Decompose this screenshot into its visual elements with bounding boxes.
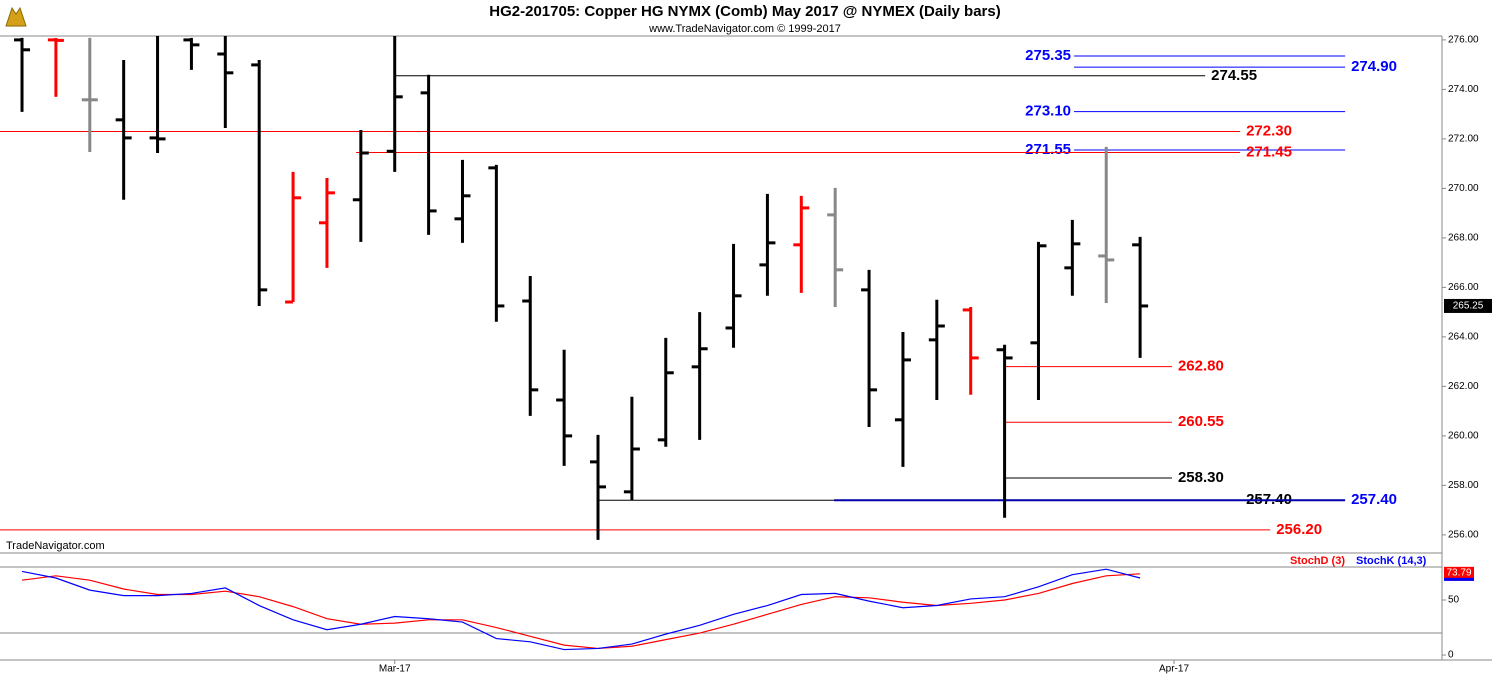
chart-title: HG2-201705: Copper HG NYMX (Comb) May 20… xyxy=(489,3,1000,20)
price-bar xyxy=(793,195,810,293)
y-tick-label: 270.00 xyxy=(1448,183,1479,194)
price-bar xyxy=(894,331,911,467)
y-tick-label: 274.00 xyxy=(1448,84,1479,95)
price-bar xyxy=(827,187,844,307)
y-tick-label: 272.00 xyxy=(1448,134,1479,145)
y-tick-label: 266.00 xyxy=(1448,282,1479,293)
price-bar xyxy=(691,312,708,440)
y-tick-label: 262.00 xyxy=(1448,381,1479,392)
y-tick-label: 258.00 xyxy=(1448,480,1479,491)
stoch-line xyxy=(21,568,1141,651)
x-tick-label: Apr-17 xyxy=(1159,664,1189,675)
price-bar xyxy=(454,159,471,243)
level-label: 275.35 xyxy=(1025,47,1071,64)
price-bar xyxy=(1064,219,1081,296)
last-price-label: 265.25 xyxy=(1453,301,1484,312)
level-label: 274.55 xyxy=(1211,67,1257,84)
level-label: 260.55 xyxy=(1178,413,1224,430)
price-bar xyxy=(725,243,742,348)
level-label: 271.55 xyxy=(1025,141,1071,158)
logo-shape xyxy=(5,6,27,27)
price-bar xyxy=(556,349,573,466)
price-bar xyxy=(1030,241,1047,400)
price-bar xyxy=(81,37,98,153)
last-value-stripe xyxy=(1444,577,1474,581)
chart-subtitle: www.TradeNavigator.com © 1999-2017 xyxy=(648,23,841,35)
level-label: 258.30 xyxy=(1178,469,1224,486)
y-tick-label: 260.00 xyxy=(1448,431,1479,442)
stoch-line xyxy=(21,573,1141,650)
y-tick-label: 50 xyxy=(1448,595,1460,606)
price-bar xyxy=(14,37,31,112)
price-bar xyxy=(115,59,132,200)
level-label: 273.10 xyxy=(1025,103,1071,120)
price-bar xyxy=(149,35,166,154)
y-tick-label: 268.00 xyxy=(1448,233,1479,244)
level-label: 271.45 xyxy=(1246,143,1292,160)
price-bar xyxy=(623,396,640,500)
y-tick-label: 264.00 xyxy=(1448,332,1479,343)
price-bar xyxy=(285,171,302,304)
legend-entry: StochK (14,3) xyxy=(1356,555,1427,567)
y-tick-label: 0 xyxy=(1448,650,1454,661)
price-bar xyxy=(657,337,674,447)
y-tick-label: 256.00 xyxy=(1448,530,1479,541)
price-bar xyxy=(488,164,505,322)
price-bar xyxy=(47,37,64,97)
price-bar xyxy=(996,344,1013,518)
last-value-label: 73.79 xyxy=(1446,567,1471,578)
level-label: 256.20 xyxy=(1276,521,1322,538)
price-bar xyxy=(759,193,776,296)
watermark: TradeNavigator.com xyxy=(6,540,105,552)
price-bar xyxy=(962,306,979,395)
price-bar xyxy=(1098,146,1115,303)
x-tick-label: Mar-17 xyxy=(379,664,411,675)
price-bar xyxy=(861,269,878,427)
price-bar xyxy=(183,37,200,70)
level-label: 274.90 xyxy=(1351,58,1397,75)
last-price-box xyxy=(1444,298,1492,313)
level-label: 272.30 xyxy=(1246,122,1292,139)
price-bar xyxy=(318,178,335,268)
price-bar xyxy=(217,35,234,129)
level-label: 257.40 xyxy=(1351,491,1397,508)
price-bar xyxy=(386,35,403,172)
level-label: 262.80 xyxy=(1178,358,1224,375)
last-value-box xyxy=(1444,566,1474,581)
legend-entry: StochD (3) xyxy=(1290,555,1345,567)
price-bar xyxy=(1132,236,1149,358)
y-tick-label: 276.00 xyxy=(1448,35,1479,46)
price-bar xyxy=(420,74,437,235)
price-bar xyxy=(251,59,268,306)
price-bar xyxy=(590,434,607,540)
price-bar xyxy=(352,129,369,242)
price-bar xyxy=(522,276,539,416)
price-bar xyxy=(928,299,945,400)
logo xyxy=(5,6,27,27)
